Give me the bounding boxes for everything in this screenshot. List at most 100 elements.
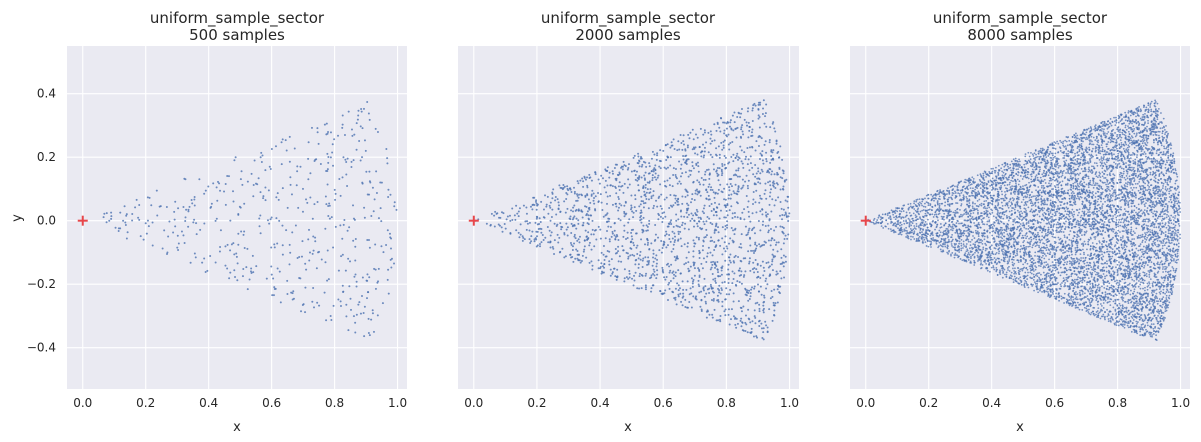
sample-point [784,211,787,214]
sample-point [693,242,696,245]
sample-point [1096,303,1099,306]
sample-point [749,269,752,272]
sample-point [1112,300,1115,303]
sample-point [723,139,726,142]
sample-point [195,222,198,225]
sample-point [624,213,627,216]
sample-point [1006,256,1009,258]
sample-point [614,248,617,251]
sample-point [1154,177,1157,180]
sample-point [586,194,589,197]
sample-point [1092,313,1095,315]
sample-point [1136,156,1138,159]
sample-point [1034,282,1037,285]
sample-point [620,204,623,207]
sample-point [780,277,783,280]
sample-point [933,199,935,202]
y-tick-label: 0.2 [37,150,56,164]
sample-point [638,287,641,290]
sample-point [617,196,620,199]
sample-point [668,271,671,274]
sample-point [1146,264,1149,266]
sample-point [892,229,895,232]
sample-point [721,237,724,240]
sample-point [324,261,327,264]
sample-point [773,288,776,291]
sample-point [755,244,758,247]
sample-point [1157,309,1160,311]
sample-point [686,280,689,283]
sample-point [540,241,543,244]
sample-point [600,174,603,177]
sample-point [339,305,342,308]
sample-point [705,234,708,237]
sample-point [667,156,670,159]
sample-point [763,143,766,146]
sample-point [747,136,750,139]
sample-point [237,243,240,246]
sample-point [1158,263,1161,266]
sample-point [636,287,639,290]
subplot-1-title: uniform_sample_sector [150,9,325,28]
sample-point [1039,229,1042,232]
sample-point [719,244,722,247]
sample-point [260,160,263,163]
sample-point [1078,197,1080,200]
sample-point [1145,328,1147,331]
sample-point [651,176,654,179]
sample-point [960,249,963,252]
sample-point [682,143,685,146]
sample-point [748,227,751,230]
sample-point [363,206,366,209]
sample-point [724,250,727,253]
sample-point [553,253,556,255]
sample-point [785,215,788,218]
sample-point [623,210,626,213]
sample-point [762,338,765,341]
sample-point [958,199,961,202]
sample-point [1148,186,1151,188]
sample-point [716,294,719,297]
sample-point [784,199,787,202]
sample-point [679,292,682,295]
sample-point [628,270,631,273]
sample-point [771,269,774,272]
sample-point [623,277,626,280]
sample-point [736,280,739,283]
sample-point [677,284,680,287]
sample-point [715,265,718,268]
sample-point [695,208,698,211]
sample-point [352,239,355,242]
sample-point [691,193,694,196]
sample-point [551,208,554,211]
sample-point [583,245,586,248]
sample-point [718,167,721,170]
sample-point [1166,179,1169,182]
sample-point [259,156,262,159]
sample-point [652,190,655,193]
sample-point [1156,102,1159,105]
sample-point [693,245,696,248]
sample-point [998,250,1001,253]
sample-point [972,177,975,180]
sample-point [1059,274,1062,277]
sample-point [661,212,664,215]
sample-point [1083,262,1086,265]
sample-point [677,269,680,272]
sample-point [1166,213,1168,216]
sample-point [676,255,679,258]
sample-point [516,212,519,215]
sample-point [1115,216,1118,219]
x-tick-label: 0.6 [262,396,281,410]
sample-point [655,199,658,202]
sample-point [536,223,539,226]
sample-point [1178,224,1181,227]
sample-point [758,243,761,246]
sample-point [738,157,741,160]
sample-point [341,284,344,287]
sample-point [618,202,621,205]
sample-point [309,196,312,199]
sample-point [946,200,949,203]
sample-point [629,208,632,211]
sample-point [1171,186,1174,189]
